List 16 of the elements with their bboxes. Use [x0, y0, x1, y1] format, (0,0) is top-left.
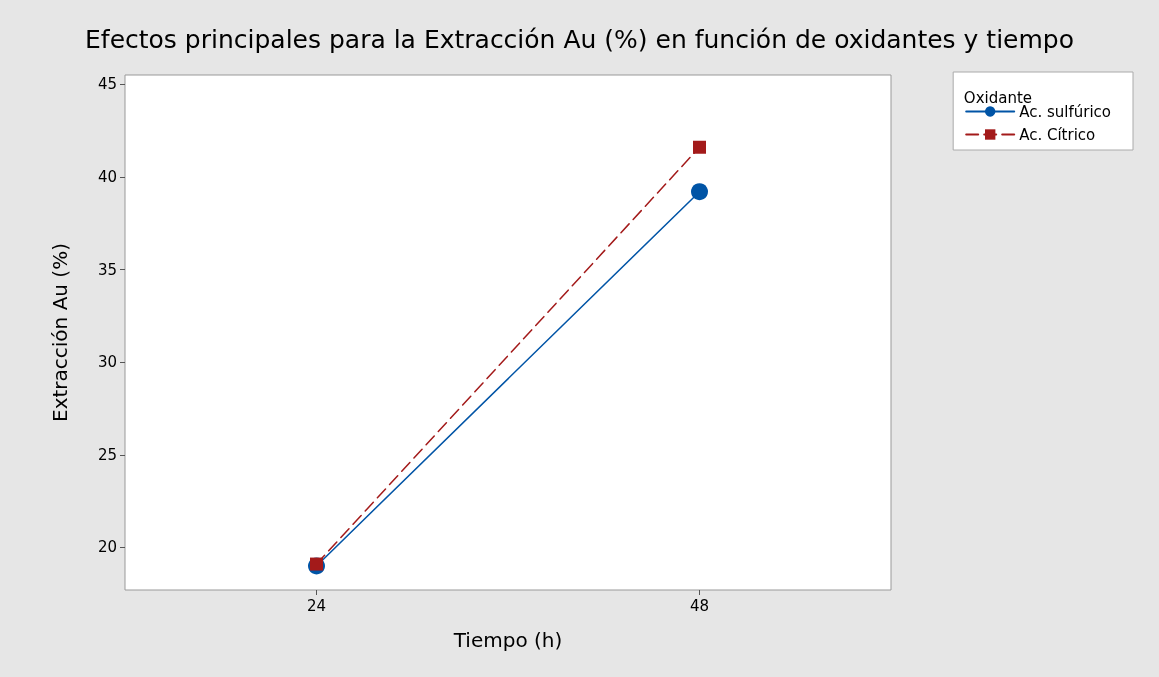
- y-tick-label: 25: [97, 445, 117, 464]
- y-tick-label: 30: [97, 353, 117, 372]
- x-tick-label: 24: [306, 596, 327, 615]
- chart-title: Efectos principales para la Extracción Au (%) en función de oxidantes y tiempo: [85, 25, 1074, 54]
- legend-label: Ac. sulfúrico: [1019, 102, 1112, 121]
- x-axis-title: Tiempo (h): [452, 628, 563, 652]
- y-tick-label: 45: [97, 75, 117, 94]
- point: [691, 183, 708, 201]
- y-tick-label: 40: [97, 167, 117, 186]
- y-axis-title: Extracción Au (%): [48, 243, 72, 422]
- point: [693, 140, 706, 154]
- legend-label: Ac. Cítrico: [1019, 125, 1096, 144]
- x-tick-label: 48: [689, 596, 710, 615]
- y-tick-label: 35: [97, 260, 117, 279]
- y-tick-label: 20: [97, 538, 117, 557]
- point: [310, 557, 323, 571]
